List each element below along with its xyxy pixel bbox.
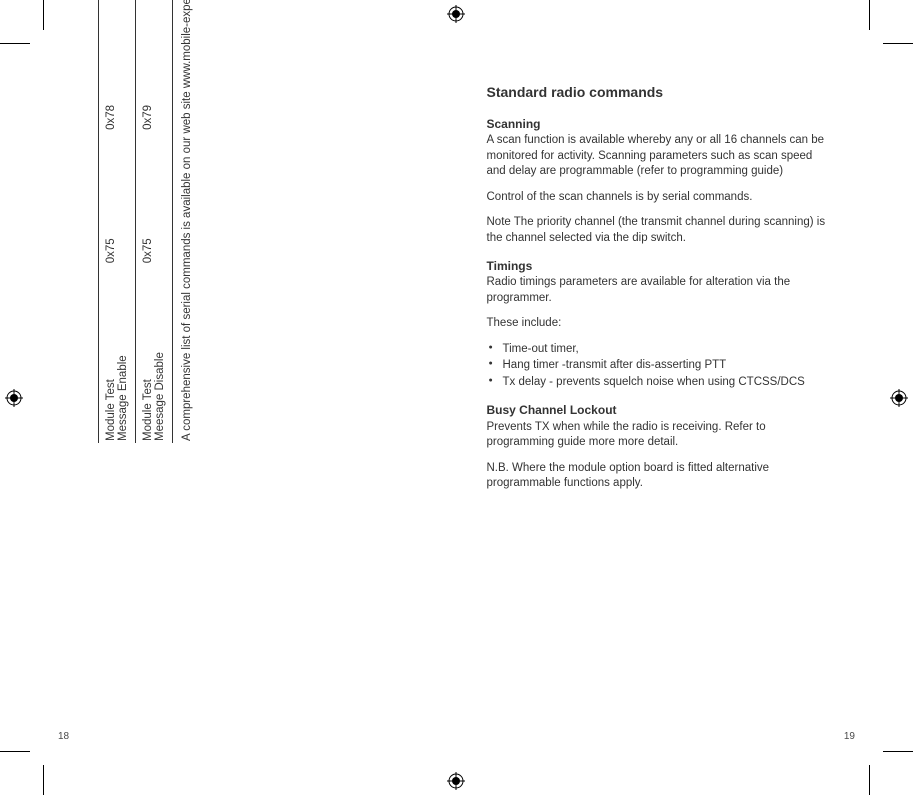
scanning-p1: A scan function is available whereby any…	[487, 133, 827, 180]
registration-mark-icon	[5, 389, 23, 407]
scanning-p3: Note The priority channel (the transmit …	[487, 215, 827, 246]
list-item: Time-out timer,	[489, 342, 827, 358]
table-caption-row: A comprehensive list of serial commands …	[173, 0, 200, 443]
cmd-byte1: 0x75	[142, 238, 154, 263]
timings-list: Time-out timer, Hang timer -transmit aft…	[489, 342, 827, 391]
crop-mark	[43, 0, 44, 30]
page-title: Standard radio commands	[487, 83, 827, 102]
page-number-right: 19	[844, 731, 855, 742]
scanning-p2: Control of the scan channels is by seria…	[487, 190, 827, 206]
page-left: Module Test Message Enable 0x75 0x78 ACK…	[43, 43, 447, 752]
crop-mark	[883, 43, 913, 44]
busy-p2: N.B. Where the module option board is fi…	[487, 461, 827, 492]
timings-p2: These include:	[487, 316, 827, 332]
registration-mark-icon	[447, 772, 465, 790]
page-number-left: 18	[58, 731, 69, 742]
crop-mark	[0, 43, 30, 44]
section-heading-scanning: Scanning	[487, 116, 827, 132]
cmd-byte1: 0x75	[105, 238, 117, 263]
cmd-byte2: 0x78	[105, 105, 117, 130]
crop-mark	[0, 751, 30, 752]
serial-commands-table: Module Test Message Enable 0x75 0x78 ACK…	[98, 0, 199, 443]
section-heading-busy: Busy Channel Lockout	[487, 402, 827, 418]
table-row: Module Test Message Enable 0x75 0x78 ACK…	[99, 0, 136, 443]
list-item: Tx delay - prevents squelch noise when u…	[489, 375, 827, 391]
page-spread: Module Test Message Enable 0x75 0x78 ACK…	[43, 43, 870, 752]
crop-mark	[869, 765, 870, 795]
serial-commands-table-wrap: Module Test Message Enable 0x75 0x78 ACK…	[98, 0, 199, 443]
page-right: Standard radio commands Scanning A scan …	[447, 43, 871, 752]
cmd-name-line2: Meesage Disable	[154, 352, 166, 441]
list-item: Hang timer -transmit after dis-asserting…	[489, 358, 827, 374]
crop-mark	[869, 0, 870, 30]
crop-mark	[883, 751, 913, 752]
cmd-byte2: 0x79	[142, 105, 154, 130]
busy-p1: Prevents TX when while the radio is rece…	[487, 420, 827, 451]
table-caption: A comprehensive list of serial commands …	[181, 0, 193, 441]
right-page-content: Standard radio commands Scanning A scan …	[487, 83, 827, 492]
registration-mark-icon	[447, 5, 465, 23]
crop-mark	[43, 765, 44, 795]
cmd-name-line1: Module Test	[105, 379, 117, 441]
timings-p1: Radio timings parameters are available f…	[487, 275, 827, 306]
cmd-name-line2: Message Enable	[117, 355, 129, 441]
cmd-name-line1: Module Test	[142, 379, 154, 441]
section-heading-timings: Timings	[487, 258, 827, 274]
registration-mark-icon	[890, 389, 908, 407]
table-row: Module Test Meesage Disable 0x75 0x79 AC…	[136, 0, 173, 443]
